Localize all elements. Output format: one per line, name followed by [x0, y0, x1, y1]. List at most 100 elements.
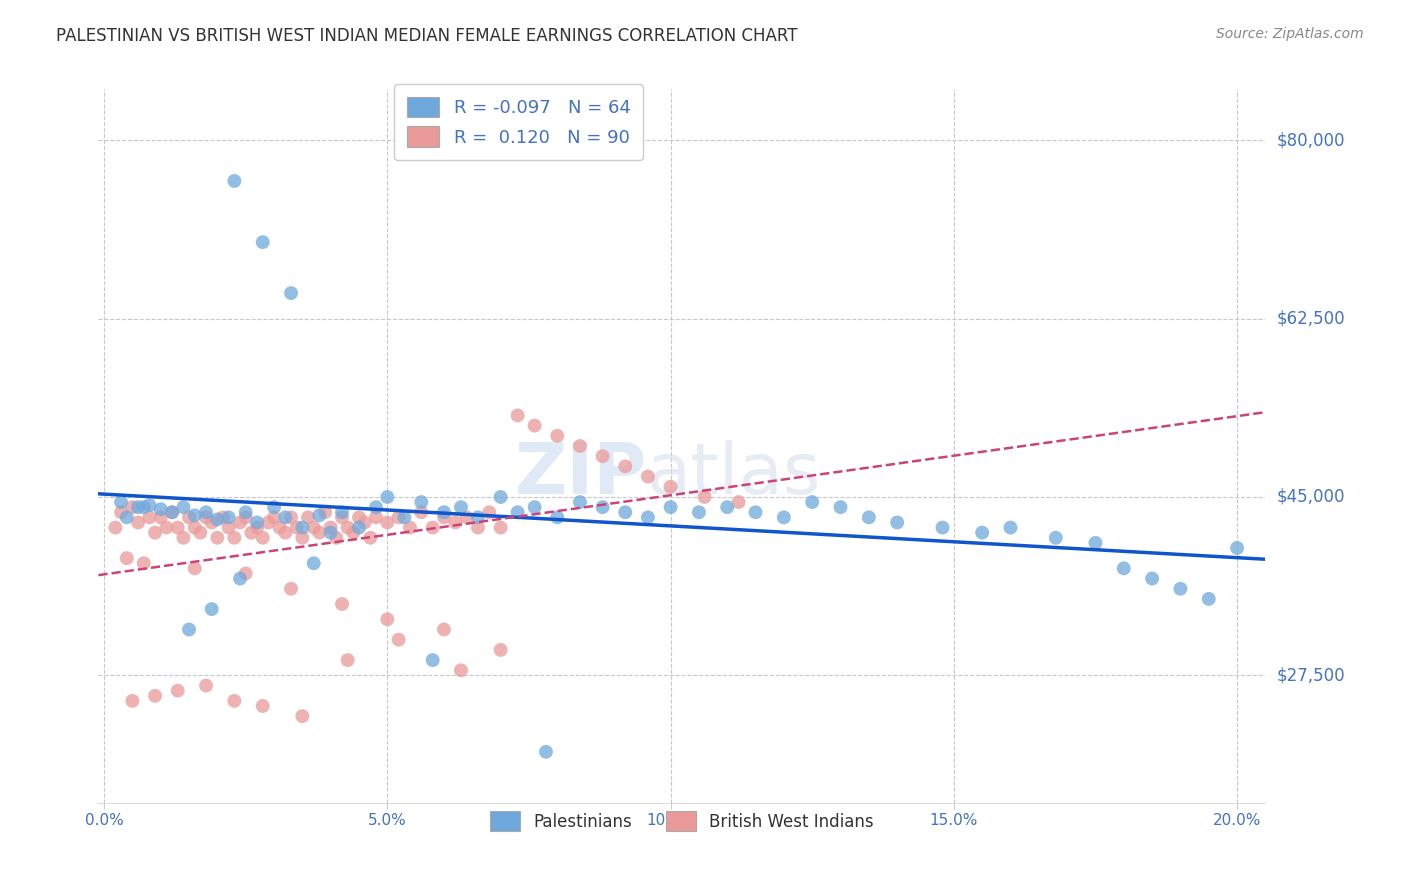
Point: [450, 500, 472, 515]
Point: [330, 597, 353, 611]
Point: [263, 510, 285, 524]
Point: [359, 531, 381, 545]
Text: $45,000: $45,000: [1277, 488, 1346, 506]
Point: [291, 531, 314, 545]
Text: $80,000: $80,000: [1277, 131, 1346, 149]
Point: [330, 510, 353, 524]
Point: [375, 612, 398, 626]
Text: atlas: atlas: [647, 440, 821, 509]
Point: [195, 505, 218, 519]
Point: [190, 525, 212, 540]
Point: [127, 500, 149, 515]
Point: [229, 516, 252, 530]
Point: [478, 505, 501, 519]
Point: [252, 235, 274, 249]
Point: [353, 516, 375, 530]
Point: [183, 520, 205, 534]
Point: [336, 520, 359, 534]
Point: [297, 510, 319, 524]
Point: [218, 520, 240, 534]
Point: [375, 516, 398, 530]
Point: [201, 602, 224, 616]
Point: [207, 531, 229, 545]
Point: [212, 510, 235, 524]
Point: [456, 510, 478, 524]
Point: [166, 520, 188, 534]
Point: [325, 531, 347, 545]
Point: [773, 510, 796, 524]
Point: [411, 505, 433, 519]
Point: [224, 694, 246, 708]
Point: [138, 510, 160, 524]
Point: [224, 531, 246, 545]
Point: [263, 500, 285, 515]
Point: [252, 698, 274, 713]
Point: [450, 663, 472, 677]
Point: [274, 510, 297, 524]
Point: [1084, 536, 1107, 550]
Point: [132, 500, 155, 515]
Point: [489, 490, 512, 504]
Point: [235, 566, 257, 581]
Point: [155, 520, 177, 534]
Point: [143, 525, 166, 540]
Point: [568, 439, 591, 453]
Point: [308, 525, 330, 540]
Point: [308, 508, 330, 523]
Point: [291, 709, 314, 723]
Point: [523, 418, 546, 433]
Point: [688, 505, 710, 519]
Point: [433, 505, 456, 519]
Point: [280, 582, 302, 596]
Point: [235, 505, 257, 519]
Point: [727, 495, 749, 509]
Point: [506, 409, 529, 423]
Point: [160, 505, 183, 519]
Point: [183, 508, 205, 523]
Point: [172, 531, 194, 545]
Point: [110, 495, 132, 509]
Point: [302, 556, 325, 570]
Point: [285, 520, 308, 534]
Point: [160, 505, 183, 519]
Point: [347, 510, 370, 524]
Point: [1170, 582, 1192, 596]
Point: [614, 459, 637, 474]
Point: [399, 520, 422, 534]
Text: ZIP: ZIP: [515, 440, 647, 509]
Point: [830, 500, 852, 515]
Point: [246, 520, 269, 534]
Point: [246, 516, 269, 530]
Point: [314, 505, 336, 519]
Point: [269, 520, 291, 534]
Point: [489, 520, 512, 534]
Text: Source: ZipAtlas.com: Source: ZipAtlas.com: [1216, 27, 1364, 41]
Point: [177, 510, 200, 524]
Point: [886, 516, 908, 530]
Text: PALESTINIAN VS BRITISH WEST INDIAN MEDIAN FEMALE EARNINGS CORRELATION CHART: PALESTINIAN VS BRITISH WEST INDIAN MEDIA…: [56, 27, 797, 45]
Point: [319, 525, 342, 540]
Point: [235, 510, 257, 524]
Point: [257, 516, 280, 530]
Point: [224, 174, 246, 188]
Point: [489, 643, 512, 657]
Point: [467, 520, 489, 534]
Point: [388, 632, 411, 647]
Point: [195, 679, 218, 693]
Text: $27,500: $27,500: [1277, 666, 1346, 684]
Point: [546, 429, 568, 443]
Point: [422, 520, 444, 534]
Point: [375, 490, 398, 504]
Point: [592, 449, 614, 463]
Point: [506, 505, 529, 519]
Point: [121, 500, 143, 515]
Point: [110, 505, 132, 519]
Point: [319, 520, 342, 534]
Point: [115, 551, 138, 566]
Point: [1045, 531, 1067, 545]
Point: [1000, 520, 1022, 534]
Point: [801, 495, 824, 509]
Point: [240, 525, 263, 540]
Point: [659, 480, 682, 494]
Point: [138, 498, 160, 512]
